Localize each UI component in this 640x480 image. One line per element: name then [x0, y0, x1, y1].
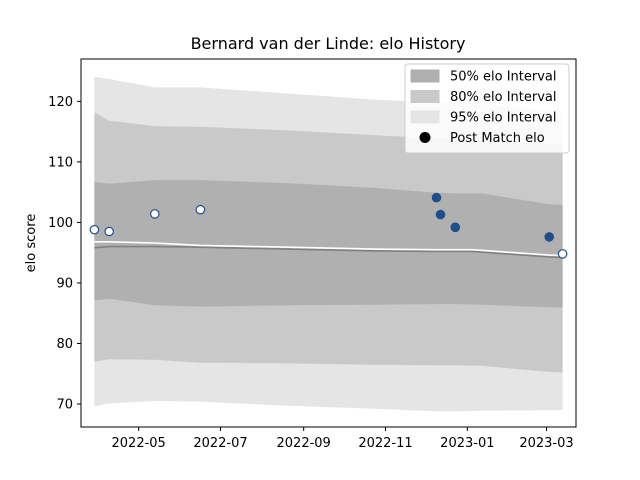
y-tick-label: 70: [56, 398, 73, 413]
axes-frame: [80, 58, 577, 428]
y-tick-label: 80: [56, 337, 73, 352]
chart-title: Bernard van der Linde: elo History: [191, 34, 466, 53]
legend-marker: [419, 132, 431, 143]
legend-label: 80% elo Interval: [450, 90, 557, 105]
post-match-point: [544, 232, 554, 242]
post-match-point: [435, 209, 446, 220]
legend-box: [404, 63, 570, 154]
legend-swatch: [410, 110, 440, 124]
post-match-point: [104, 226, 114, 237]
white-elo-line: [94, 241, 563, 257]
post-match-point: [89, 224, 100, 235]
x-tick-label: 2022-11: [358, 436, 412, 451]
x-tick-label: 2022-09: [277, 436, 331, 451]
x-tick-label: 2022-05: [112, 436, 166, 451]
post-match-point: [431, 192, 442, 203]
y-axis-label: elo score: [24, 214, 39, 273]
band-50-interval: [94, 180, 563, 308]
legend-swatch: [410, 90, 440, 103]
post-match-point: [150, 209, 160, 219]
y-tick-label: 90: [56, 276, 73, 291]
post-match-point: [557, 249, 568, 259]
y-tick-label: 100: [48, 216, 73, 231]
y-tick-label: 110: [48, 155, 73, 170]
legend-label: Post Match elo: [450, 131, 545, 146]
y-tick-label: 120: [48, 95, 73, 110]
post-match-point: [195, 204, 206, 215]
mean-elo-line: [94, 245, 563, 259]
legend-label: 95% elo Interval: [450, 111, 557, 126]
plot-area: [89, 76, 568, 412]
x-tick-label: 2022-07: [193, 436, 247, 451]
legend-swatch: [410, 69, 440, 83]
legend-label: 50% elo Interval: [450, 70, 557, 85]
axes: 70 80 90 100 110 120 2022-05 2022-07 2022-09 2022…: [48, 58, 577, 451]
x-tick-label: 2023-03: [519, 436, 573, 451]
post-match-point: [450, 222, 461, 233]
legend: 50% elo Interval 80% elo Interval 95% elo …: [404, 63, 570, 154]
x-tick-label: 2023-01: [440, 436, 494, 451]
